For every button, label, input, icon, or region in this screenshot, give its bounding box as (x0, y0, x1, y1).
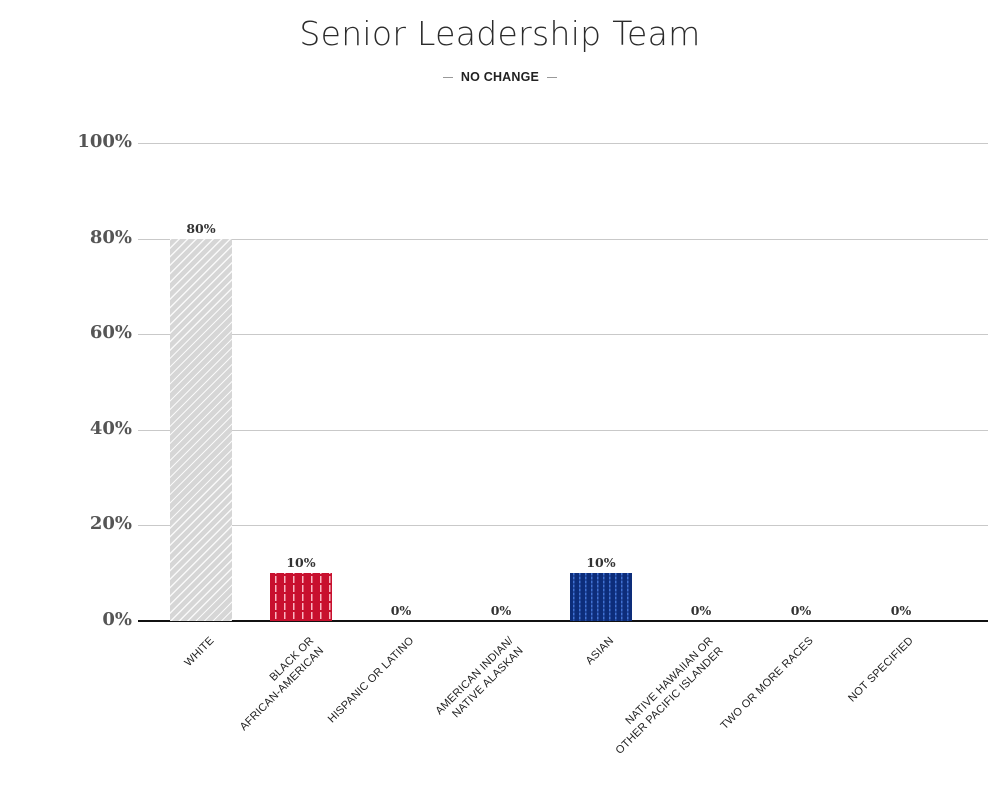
chart-subtitle: NO CHANGE (0, 70, 1000, 84)
gridline (138, 525, 988, 527)
x-axis-category-label: BLACK OR AFRICAN-AMERICAN (237, 634, 327, 734)
gridline (138, 334, 988, 336)
x-axis-category-label: HISPANIC OR LATINO (325, 634, 417, 726)
x-axis-category-label: NOT SPECIFIED (846, 634, 916, 705)
x-axis-category-label: WHITE (182, 634, 217, 669)
bar-value-label: 0% (390, 603, 412, 618)
subtitle-dash-right (547, 77, 558, 79)
y-axis-tick-label: 60% (89, 322, 132, 344)
y-axis-tick-label: 100% (77, 131, 132, 152)
bar-value-label: 80% (186, 220, 216, 236)
y-axis-tick-label: 20% (89, 513, 132, 535)
y-axis-tick-label: 40% (89, 417, 132, 439)
chart-title: Senior Leadership Team (299, 14, 701, 53)
gridline (138, 143, 988, 144)
gridline (138, 238, 988, 240)
x-axis-category-label: TWO OR MORE RACES (718, 634, 816, 733)
x-axis-baseline (138, 620, 988, 622)
x-axis-category-label: ASIAN (583, 634, 617, 668)
bar (570, 573, 632, 621)
y-axis-tick-label: 0% (102, 609, 132, 630)
y-axis-tick-label: 80% (89, 226, 132, 248)
bar-value-label: 0% (690, 603, 712, 618)
bar-value-label: 10% (286, 555, 316, 571)
gridline (138, 429, 988, 431)
subtitle-dash-left (442, 77, 453, 79)
x-axis-category-label: NATIVE HAWAIIAN OR OTHER PACIFIC ISLANDE… (613, 634, 726, 757)
subtitle-text: NO CHANGE (460, 70, 540, 84)
bar-value-label: 10% (586, 555, 616, 571)
bar-value-label: 0% (490, 603, 512, 618)
bar (270, 573, 332, 621)
bar-value-label: 0% (790, 603, 812, 618)
x-axis-category-label: AMERICAN INDIAN/ NATIVE ALASKAN (433, 634, 526, 721)
bar (170, 238, 232, 621)
bar-value-label: 0% (890, 603, 912, 618)
